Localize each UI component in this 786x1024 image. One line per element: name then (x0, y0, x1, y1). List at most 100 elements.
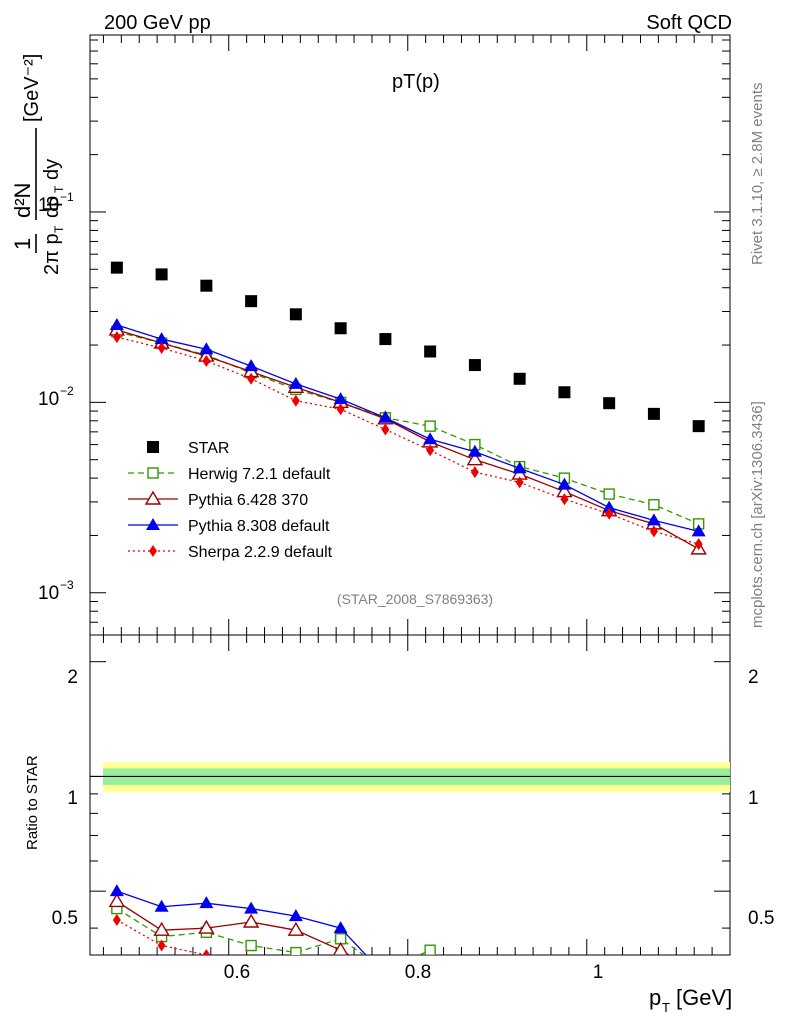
legend-marker-sherpa-2-2-9-default (149, 545, 157, 557)
ratio-line-pythia-6-428-370 (116, 900, 351, 955)
main-point-sherpa-2-2-9-default (247, 372, 256, 385)
svg-text:−2: −2 (60, 384, 74, 398)
main-point-sherpa-2-2-9-default (560, 493, 569, 506)
ratio-point-herwig-7-2-1-default (424, 944, 436, 955)
ratio-point-pythia-8-308-default (333, 921, 348, 934)
ratio-point-pythia-6-428-370 (332, 941, 349, 955)
x-tick-label-0: 0.6 (224, 962, 250, 983)
svg-text:10: 10 (38, 195, 59, 216)
ratio-reference-band (90, 762, 730, 793)
main-point-herwig-7-2-1-default (424, 420, 436, 432)
svg-text:[GeV]: [GeV] (676, 985, 732, 1010)
ratio-y-label: Ratio to STAR (24, 755, 41, 850)
ratio-point-pythia-8-308-default (154, 899, 169, 912)
main-point-sherpa-2-2-9-default (157, 341, 166, 354)
main-point-sherpa-2-2-9-default (605, 507, 614, 520)
main-point-pythia-8-308-default (154, 332, 169, 345)
legend-label-pythia-8-308-default: Pythia 8.308 default (188, 518, 330, 535)
x-tick-label-1: 0.8 (405, 962, 431, 983)
main-point-star (200, 279, 213, 292)
ratio-point-pythia-6-428-370 (378, 969, 392, 981)
main-point-pythia-8-308-default (333, 392, 348, 405)
main-point-star (289, 308, 302, 321)
ratio-point-pythia-6-428-370 (153, 921, 170, 936)
ratio-point-sherpa-2-2-9-default (292, 970, 300, 982)
main-point-star (245, 295, 258, 308)
legend-label-star: STAR (188, 440, 229, 457)
ratio-tick-right-1: 1 (748, 788, 759, 809)
svg-text:d²N: d²N (10, 183, 35, 218)
ratio-line-pythia-8-308-default (116, 890, 367, 955)
svg-text:1: 1 (10, 238, 35, 250)
ratio-point-pythia-8-308-default (244, 901, 259, 914)
svg-text:10: 10 (38, 583, 59, 604)
ratio-tick-left-2: 2 (67, 667, 78, 688)
main-point-sherpa-2-2-9-default (112, 331, 121, 344)
svg-text:dy: dy (41, 159, 63, 180)
svg-text:−3: −3 (60, 578, 74, 592)
legend-marker-star (147, 441, 159, 453)
ratio-point-pythia-6-428-370 (242, 913, 260, 928)
ratio-point-pythia-8-308-default (109, 884, 124, 897)
main-point-pythia-8-308-default (109, 317, 124, 330)
main-point-sherpa-2-2-9-default (291, 394, 300, 407)
ratio-point-pythia-8-308-default (378, 969, 392, 981)
main-line-pythia-8-308-default (116, 324, 699, 533)
legend-label-sherpa-2-2-9-default: Sherpa 2.2.9 default (188, 544, 333, 561)
ratio-tick-left-1: 1 (67, 788, 78, 809)
main-point-pythia-8-308-default (646, 513, 661, 526)
main-point-star (513, 372, 526, 385)
main-frame (89, 34, 731, 636)
main-line-sherpa-2-2-9-default (116, 336, 699, 545)
main-line-pythia-6-428-370 (116, 329, 699, 550)
ratio-point-pythia-8-308-default (288, 909, 303, 922)
ratio-point-sherpa-2-2-9-default (157, 939, 166, 952)
main-point-pythia-8-308-default (199, 342, 214, 355)
ratio-point-pythia-6-428-370 (287, 921, 305, 936)
legend-marker-herwig-7-2-1-default (147, 467, 159, 479)
main-point-sherpa-2-2-9-default (426, 444, 435, 457)
main-point-pythia-8-308-default (244, 359, 259, 372)
svg-text:−1: −1 (60, 190, 74, 204)
main-point-herwig-7-2-1-default (648, 499, 660, 511)
main-y-tick-labels: 10 −3 10 −2 10 −1 (38, 190, 74, 604)
legend: STAR Herwig 7.2.1 default Pythia 6.428 370… (128, 440, 333, 561)
ratio-tick-right-2: 2 (748, 667, 759, 688)
x-tick-labels: 0.6 0.8 1 (224, 962, 604, 983)
svg-text:dp: dp (41, 196, 63, 218)
ratio-tick-right-0: 0.5 (748, 908, 774, 929)
svg-text:2π p: 2π p (41, 233, 63, 275)
header-left: 200 GeV pp (104, 12, 211, 34)
legend-marker-pythia-8-308-default (146, 518, 160, 530)
mcplots-label: mcplots.cern.ch [arXiv:1306.3436] (749, 401, 766, 628)
ratio-y-tick-labels: 0.5 1 2 0.5 1 2 (52, 667, 775, 929)
main-point-pythia-8-308-default (467, 444, 482, 457)
ratio-series-group (108, 884, 436, 982)
main-point-star (468, 359, 481, 372)
header-right: Soft QCD (646, 12, 732, 34)
svg-text:[GeV⁻²]: [GeV⁻²] (21, 54, 43, 122)
main-y-axis-label: 1 2π p T d²N dp T dy [GeV⁻²] (10, 54, 66, 275)
y-tick-label-1e-2: 10 −2 (38, 384, 74, 410)
main-point-pythia-8-308-default (691, 524, 706, 537)
main-point-star (558, 386, 571, 399)
main-point-star (692, 420, 705, 433)
y-tick-label-1e-3: 10 −3 (38, 578, 74, 604)
main-point-pythia-8-308-default (512, 461, 527, 474)
ratio-point-sherpa-2-2-9-default (381, 970, 389, 982)
ratio-tick-left-0: 0.5 (52, 908, 78, 929)
svg-text:T: T (662, 1000, 670, 1015)
main-point-star (379, 333, 392, 346)
main-point-sherpa-2-2-9-default (202, 354, 211, 367)
main-point-star (647, 407, 660, 420)
svg-text:T: T (52, 225, 66, 233)
legend-marker-pythia-6-428-370 (144, 490, 162, 505)
main-point-star (334, 322, 347, 335)
main-title: pT(p) (392, 71, 440, 93)
legend-label-pythia-6-428-370: Pythia 6.428 370 (188, 492, 308, 509)
y-tick-label-1e-1: 10 −1 (38, 190, 74, 216)
main-point-sherpa-2-2-9-default (515, 476, 524, 489)
main-point-pythia-8-308-default (602, 500, 617, 513)
